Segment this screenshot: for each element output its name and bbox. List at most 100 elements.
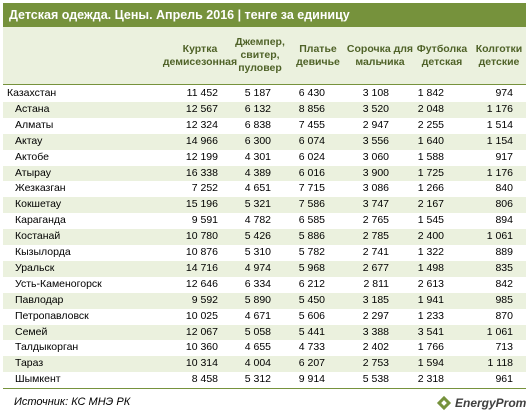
brand-logo: EnergyProm bbox=[436, 393, 526, 413]
price-cell: 917 bbox=[495, 150, 513, 163]
price-cell: 961 bbox=[495, 373, 513, 386]
price-cell: 2 785 bbox=[362, 230, 389, 243]
price-cell: 889 bbox=[495, 246, 513, 258]
region-name: Семей bbox=[15, 325, 48, 338]
price-cell: 2 167 bbox=[417, 198, 444, 211]
table-title: Детская одежда. Цены. Апрель 2016 | тенг… bbox=[3, 3, 526, 27]
price-cell: 2 753 bbox=[362, 357, 389, 370]
price-cell: 10 025 bbox=[185, 309, 218, 322]
price-cell: 2 677 bbox=[362, 261, 389, 274]
price-cell: 3 185 bbox=[362, 293, 389, 306]
price-cell: 5 441 bbox=[298, 325, 325, 338]
price-cell: 3 747 bbox=[362, 198, 389, 211]
table-row: Талдыкорган 10 360 4 655 4 733 2 402 1 766 713 bbox=[3, 340, 526, 356]
column-header: Платье девичье bbox=[296, 42, 340, 68]
table-row: Караганда 9 591 4 782 6 585 2 765 1 545 894 bbox=[3, 213, 526, 229]
region-name: Алматы bbox=[15, 118, 54, 131]
price-cell: 2 255 bbox=[417, 118, 444, 131]
price-cell: 2 613 bbox=[417, 277, 444, 290]
price-cell: 842 bbox=[495, 277, 513, 290]
price-cell: 12 199 bbox=[185, 150, 218, 163]
price-cell: 2 811 bbox=[363, 277, 390, 290]
price-cell: 840 bbox=[495, 182, 513, 195]
column-header: Сорочка для мальчика bbox=[346, 42, 414, 68]
region-name: Тараз bbox=[15, 357, 44, 370]
price-cell: 3 388 bbox=[362, 325, 389, 338]
price-cell: 1 640 bbox=[417, 134, 444, 147]
price-cell: 985 bbox=[495, 293, 513, 306]
price-cell: 835 bbox=[495, 261, 513, 274]
price-cell: 806 bbox=[495, 198, 513, 211]
price-cell: 713 bbox=[495, 341, 513, 354]
price-cell: 6 024 bbox=[298, 150, 325, 163]
price-cell: 3 541 bbox=[417, 325, 444, 338]
column-header: Футболка детская bbox=[416, 42, 468, 68]
price-cell: 894 bbox=[495, 214, 513, 227]
price-cell: 5 321 bbox=[244, 198, 271, 211]
price-cell: 5 886 bbox=[298, 230, 325, 243]
price-cell: 1 266 bbox=[417, 182, 444, 195]
price-cell: 1 061 bbox=[486, 230, 513, 243]
column-header: Куртка демисезонная bbox=[162, 42, 238, 68]
price-cell: 6 300 bbox=[244, 134, 271, 147]
table-row: Актау 14 966 6 300 6 074 3 556 1 640 1 154 bbox=[3, 133, 526, 150]
region-name: Шымкент bbox=[15, 373, 61, 386]
price-cell: 2 402 bbox=[362, 341, 389, 354]
table-row: Семей 12 067 5 058 5 441 3 388 3 541 1 061 bbox=[3, 324, 526, 341]
price-cell: 6 585 bbox=[298, 214, 325, 227]
price-cell: 3 060 bbox=[362, 150, 389, 163]
price-cell: 6 074 bbox=[298, 134, 325, 147]
footer-divider bbox=[3, 388, 526, 389]
price-cell: 5 310 bbox=[244, 246, 271, 258]
price-cell: 2 400 bbox=[417, 230, 444, 243]
region-name: Петропавловск bbox=[15, 309, 89, 322]
table-row: Костанай 10 780 5 426 5 886 2 785 2 400 1 061 bbox=[3, 229, 526, 245]
price-cell: 2 048 bbox=[417, 102, 444, 115]
price-cell: 7 252 bbox=[191, 182, 218, 195]
price-cell: 7 715 bbox=[298, 182, 325, 195]
price-cell: 4 004 bbox=[244, 357, 271, 370]
region-name: Кокшетау bbox=[15, 198, 62, 211]
price-cell: 10 876 bbox=[185, 246, 218, 258]
source-note: Источник: КС МНЭ РК bbox=[14, 396, 131, 408]
region-name: Кызылорда bbox=[15, 246, 71, 258]
price-cell: 4 974 bbox=[244, 261, 271, 274]
table-row: Казахстан 11 452 5 187 6 430 3 108 1 842 974 bbox=[3, 86, 526, 102]
region-name: Актобе bbox=[15, 150, 49, 163]
price-cell: 1 766 bbox=[417, 341, 444, 354]
table-row: Алматы 12 324 6 838 7 455 2 947 2 255 1 514 bbox=[3, 118, 526, 134]
price-cell: 5 890 bbox=[244, 293, 271, 306]
price-cell: 1 725 bbox=[417, 166, 444, 179]
price-cell: 10 314 bbox=[185, 357, 218, 370]
price-cell: 9 591 bbox=[191, 214, 218, 227]
column-header: Джемпер, свитер, пуловер bbox=[235, 36, 285, 74]
price-cell: 870 bbox=[495, 309, 513, 322]
region-name: Жезказган bbox=[15, 182, 66, 195]
price-cell: 1 594 bbox=[417, 357, 444, 370]
price-cell: 5 058 bbox=[244, 325, 271, 338]
price-cell: 6 207 bbox=[298, 357, 325, 370]
price-cell: 5 538 bbox=[362, 373, 389, 386]
table-row: Тараз 10 314 4 004 6 207 2 753 1 594 1 118 bbox=[3, 356, 526, 373]
column-header: Колготки детские bbox=[475, 42, 523, 68]
price-cell: 3 900 bbox=[362, 166, 389, 179]
price-cell: 4 651 bbox=[244, 182, 271, 195]
table-header bbox=[3, 27, 526, 84]
table-row: Кызылорда 10 876 5 310 5 782 2 741 1 322 889 bbox=[3, 245, 526, 261]
price-cell: 4 733 bbox=[298, 341, 325, 354]
price-cell: 9 914 bbox=[298, 373, 325, 386]
price-cell: 5 450 bbox=[298, 293, 325, 306]
price-cell: 14 966 bbox=[185, 134, 218, 147]
price-cell: 14 716 bbox=[185, 261, 218, 274]
price-cell: 16 338 bbox=[185, 166, 218, 179]
price-cell: 12 646 bbox=[185, 277, 218, 290]
region-name: Уральск bbox=[15, 261, 55, 274]
price-cell: 1 061 bbox=[486, 325, 513, 338]
price-cell: 15 196 bbox=[185, 198, 218, 211]
price-cell: 5 426 bbox=[244, 230, 271, 243]
table-row: Усть-Каменогорск 12 646 6 334 6 212 2 811 2 6… bbox=[3, 277, 526, 293]
price-cell: 8 458 bbox=[191, 373, 218, 386]
price-cell: 12 067 bbox=[185, 325, 218, 338]
price-cell: 1 545 bbox=[417, 214, 444, 227]
price-cell: 1 154 bbox=[486, 134, 513, 147]
